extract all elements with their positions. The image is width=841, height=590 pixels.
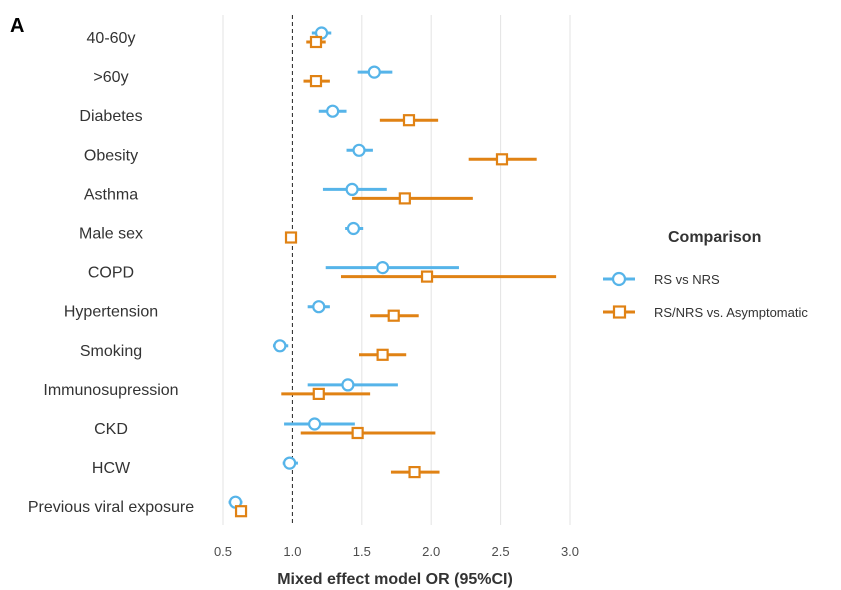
estimate-point bbox=[398, 192, 411, 205]
estimate-point bbox=[234, 505, 248, 518]
legend: Comparison RS vs NRS RS/NRS vs. Asymptoma… bbox=[603, 229, 808, 320]
x-tick-label: 2.5 bbox=[492, 544, 510, 559]
data-series bbox=[228, 26, 557, 518]
category-label: Obesity bbox=[84, 147, 138, 164]
category-label: COPD bbox=[88, 265, 134, 282]
legend-title: Comparison bbox=[668, 229, 761, 246]
estimate-point bbox=[376, 348, 389, 361]
x-tick-label: 3.0 bbox=[561, 544, 579, 559]
estimate-point bbox=[341, 378, 355, 392]
category-label: HCW bbox=[92, 460, 131, 477]
category-label: 40-60y bbox=[87, 30, 136, 47]
estimate-point bbox=[387, 309, 400, 322]
estimate-point bbox=[326, 104, 340, 118]
estimate-point bbox=[367, 65, 381, 79]
estimate-point bbox=[420, 270, 434, 283]
panel-label: A bbox=[10, 15, 24, 37]
category-label: Hypertension bbox=[64, 304, 158, 321]
estimate-point bbox=[495, 153, 509, 166]
series-rs-nrs-vs-asymptomatic bbox=[234, 35, 557, 518]
estimate-point bbox=[284, 231, 298, 244]
category-label: Male sex bbox=[79, 226, 143, 243]
estimate-point bbox=[352, 143, 366, 157]
estimate-point bbox=[309, 35, 323, 49]
series-rs-vs-nrs bbox=[228, 26, 459, 509]
x-tick-label: 2.0 bbox=[422, 544, 440, 559]
estimate-point bbox=[345, 182, 359, 196]
estimate-point bbox=[273, 339, 287, 353]
x-tick-label: 1.0 bbox=[283, 544, 301, 559]
legend-key bbox=[603, 305, 635, 319]
category-label: >60y bbox=[93, 69, 128, 86]
x-tick-label: 0.5 bbox=[214, 544, 232, 559]
category-label: Diabetes bbox=[79, 108, 142, 125]
legend-label: RS/NRS vs. Asymptomatic bbox=[654, 305, 808, 320]
category-label: Smoking bbox=[80, 343, 142, 360]
estimate-point bbox=[312, 387, 325, 400]
legend-label: RS vs NRS bbox=[654, 272, 720, 287]
estimate-point bbox=[402, 114, 416, 127]
grid-lines bbox=[222, 15, 571, 525]
category-label: Immunosupression bbox=[43, 382, 178, 399]
x-tick-label: 1.5 bbox=[353, 544, 371, 559]
category-labels: 40-60y >60y Diabetes Obesity Asthma Male sex C… bbox=[28, 30, 194, 516]
x-axis-title: Mixed effect model OR (95%CI) bbox=[277, 571, 513, 588]
estimate-point bbox=[283, 456, 297, 470]
category-label: Asthma bbox=[84, 186, 138, 203]
x-tick-labels: 0.5 1.0 1.5 2.0 2.5 3.0 bbox=[214, 544, 579, 559]
legend-key bbox=[603, 271, 635, 287]
estimate-point bbox=[408, 466, 421, 479]
estimate-point bbox=[309, 74, 323, 88]
estimate-point bbox=[351, 426, 364, 440]
estimate-point bbox=[346, 221, 361, 236]
estimate-point bbox=[312, 300, 326, 314]
category-label: Previous viral exposure bbox=[28, 499, 194, 516]
estimate-point bbox=[376, 261, 390, 275]
estimate-point bbox=[308, 417, 322, 431]
category-label: CKD bbox=[94, 421, 128, 438]
